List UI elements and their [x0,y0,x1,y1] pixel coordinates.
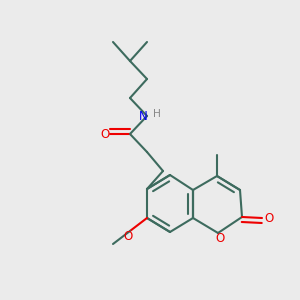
Text: H: H [153,109,161,119]
Text: N: N [139,110,147,122]
Text: O: O [215,232,225,244]
Text: O: O [123,230,133,244]
Text: O: O [100,128,109,140]
Text: O: O [264,212,274,224]
